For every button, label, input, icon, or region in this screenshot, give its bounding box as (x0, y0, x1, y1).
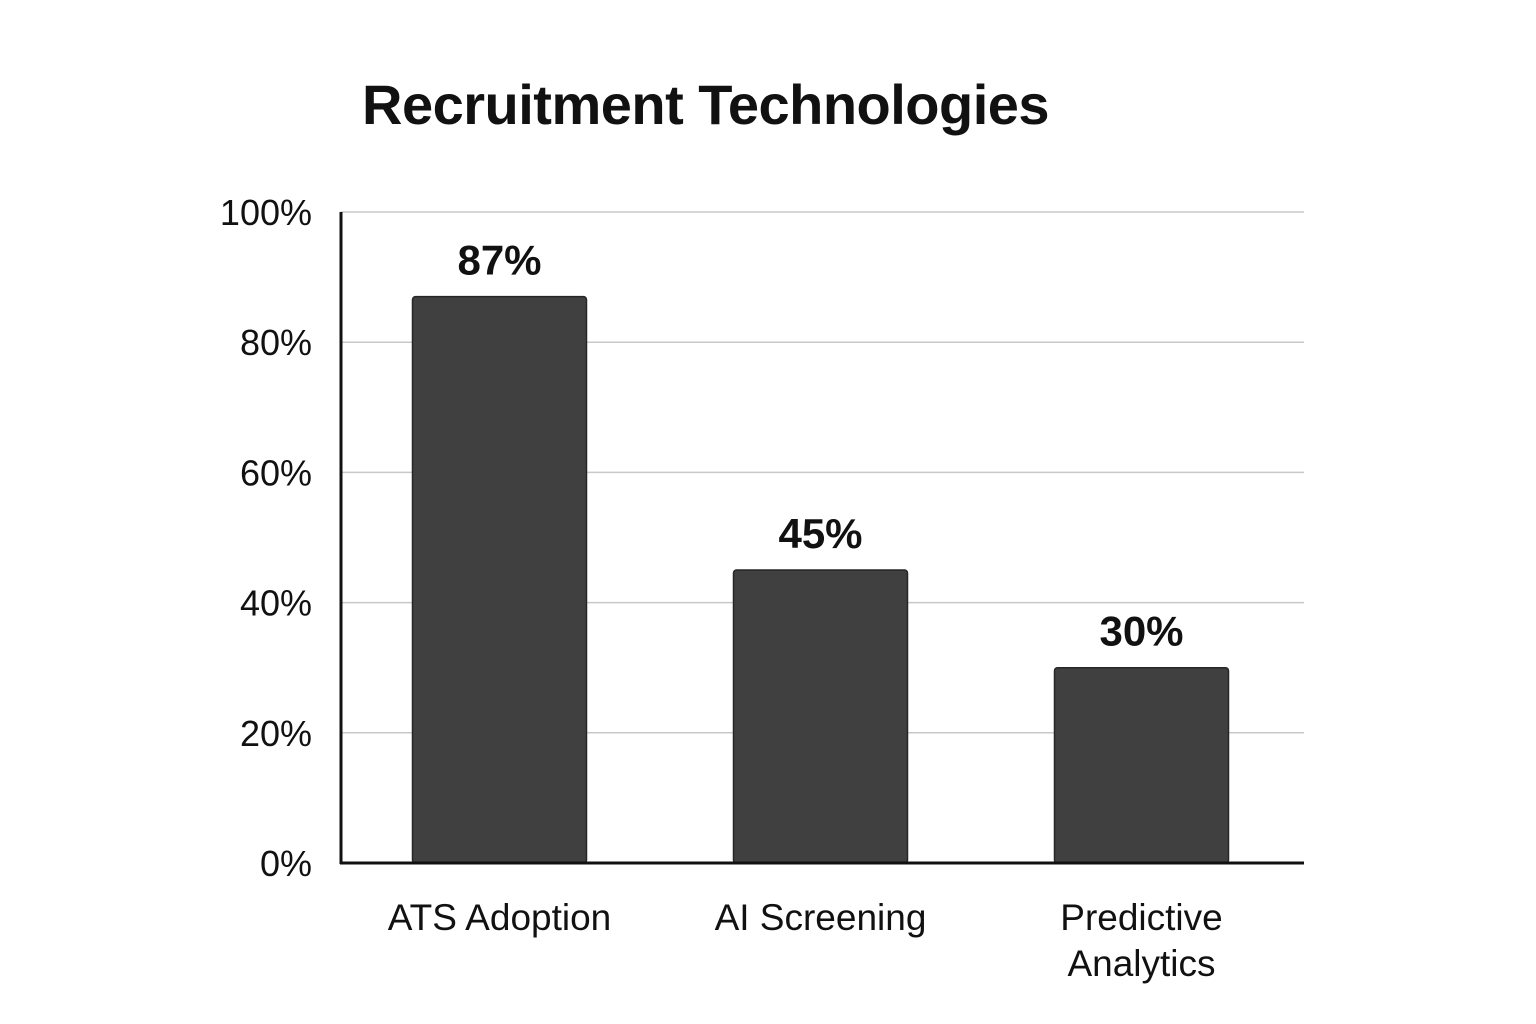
x-tick-label: Predictive Analytics (1060, 897, 1222, 984)
bar (1053, 666, 1230, 864)
bar (411, 295, 588, 864)
y-tick-label: 20% (240, 713, 312, 754)
y-tick-label: 40% (240, 583, 312, 624)
bars (411, 295, 1230, 864)
x-tick-label: ATS Adoption (388, 897, 612, 938)
y-tick-label: 80% (240, 322, 312, 363)
y-tick-label: 60% (240, 452, 312, 493)
x-tick-label: AI Screening (715, 897, 927, 938)
chart-title: Recruitment Technologies (362, 73, 1050, 136)
data-labels: 87% 45% 30% (457, 237, 1183, 655)
axes (339, 212, 1304, 865)
data-label: 45% (778, 510, 862, 557)
y-tick-label: 100% (220, 192, 312, 233)
x-tick-labels: ATS Adoption AI Screening Predictive Analyt… (388, 897, 1223, 984)
y-tick-labels: 0% 20% 40% 60% 80% 100% (220, 192, 312, 884)
y-tick-label: 0% (260, 843, 312, 884)
data-label: 30% (1099, 608, 1183, 655)
bar (732, 569, 909, 864)
data-label: 87% (457, 237, 541, 284)
